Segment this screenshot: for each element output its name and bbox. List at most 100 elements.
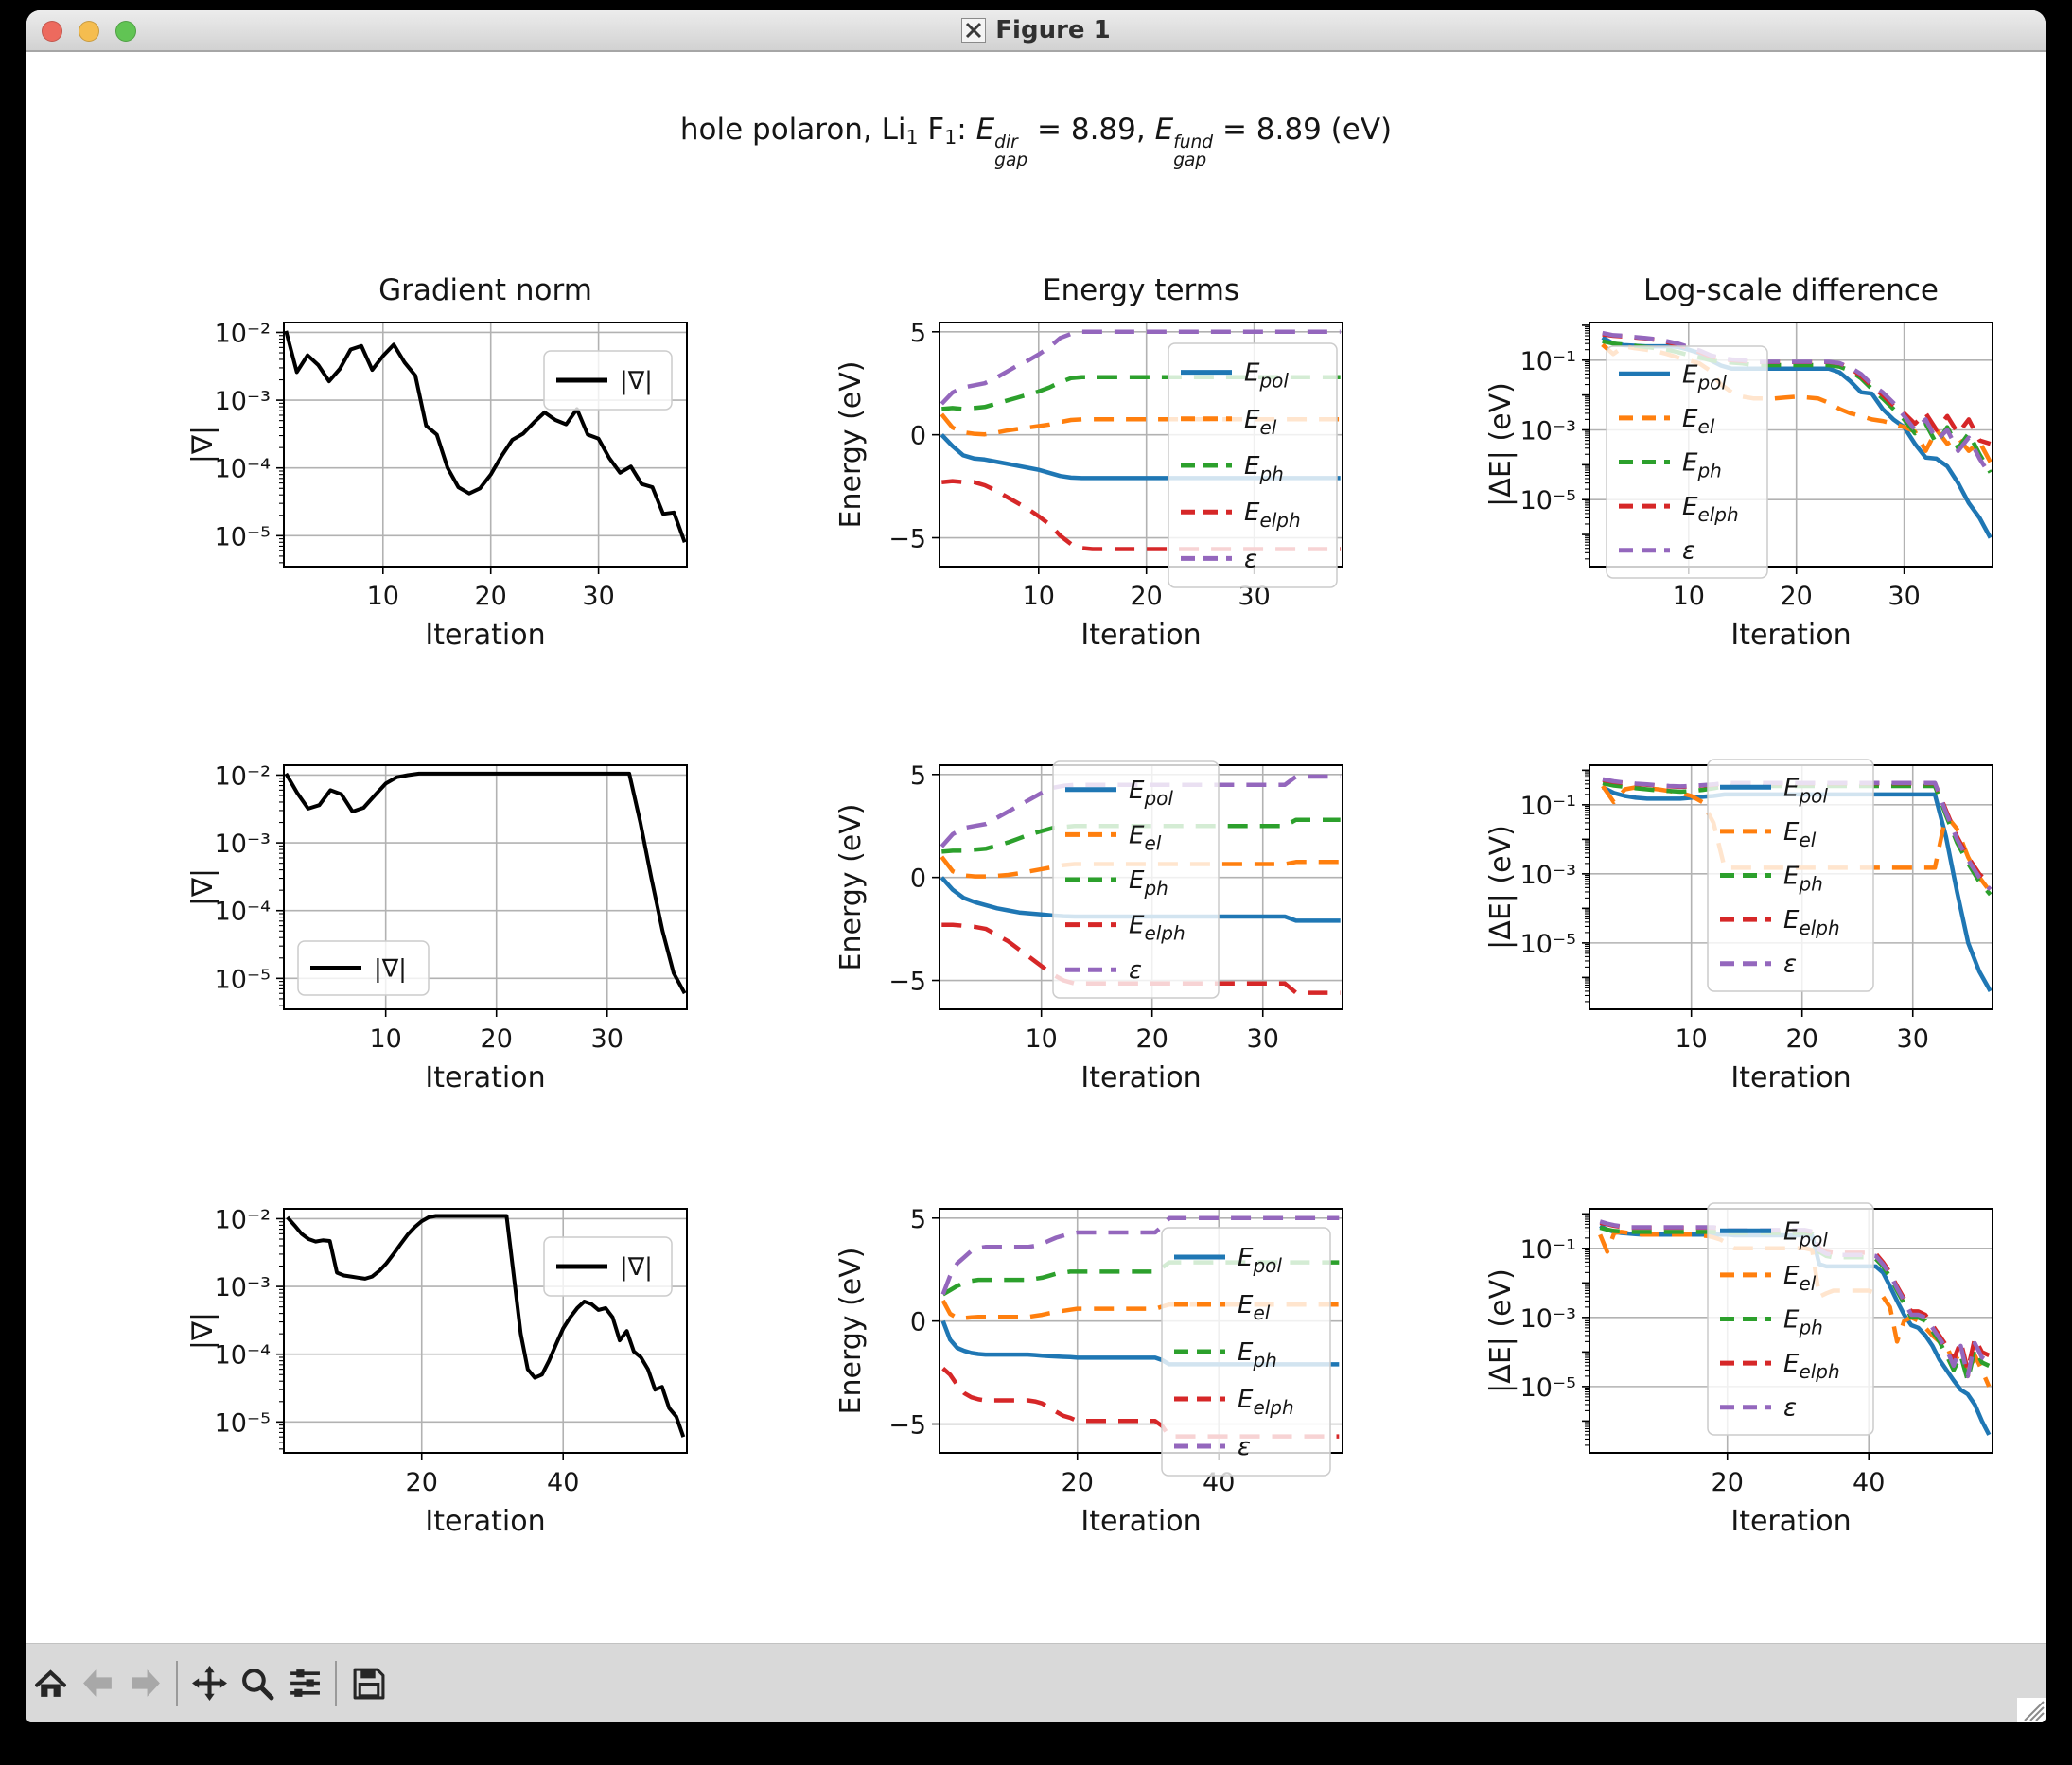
legend-label: ε — [1129, 956, 1142, 985]
y-axis-label: |∇| — [186, 868, 219, 906]
forward-button[interactable] — [121, 1651, 168, 1717]
legend-label: Epol — [1129, 777, 1173, 810]
legend-label: Eph — [1682, 449, 1722, 482]
y-tick-label: 10⁻² — [215, 319, 271, 348]
axes-frame — [283, 1208, 688, 1454]
back-button[interactable] — [74, 1651, 121, 1717]
suptitle-segment: hole polaron, Li — [679, 113, 906, 147]
chart-energy-terms-run2: 10 20 30 5 0 −5 Iteration Energy (eV) Epol Eel Eph… — [834, 760, 1343, 1094]
y-tick-label: 10⁻⁵ — [215, 1408, 271, 1438]
zoom-window-button[interactable] — [115, 21, 136, 42]
y-axis-label: |ΔE| (eV) — [1485, 825, 1518, 950]
legend-label: ε — [1682, 537, 1695, 566]
x-tick-label: 20 — [1136, 1024, 1168, 1054]
x-tick-label: 20 — [1786, 1024, 1818, 1054]
axes-frame — [1589, 322, 1993, 568]
home-button[interactable] — [26, 1651, 74, 1717]
legend: Epol Eel Eph Eelph ε — [1707, 759, 1874, 992]
legend: Epol Eel Eph Eelph ε — [1161, 1227, 1331, 1477]
legend-label: |∇| — [374, 955, 407, 984]
suptitle-segment: = 8.89, — [1027, 113, 1155, 147]
y-axis-label: Energy (eV) — [835, 1248, 868, 1415]
x-tick-label: 20 — [481, 1024, 513, 1054]
subplot-log-scale-difference-run2: 10 20 30 10⁻¹ 10⁻³ 10⁻⁵ Iteration |ΔE| (eV) Epol… — [1484, 699, 2046, 1144]
x-tick-label: 30 — [1888, 582, 1920, 611]
zoom-button[interactable] — [233, 1651, 280, 1717]
suptitle-segment: F — [918, 113, 945, 147]
axes-frame — [939, 1208, 1343, 1454]
titlebar-content: Figure 1 — [26, 10, 2046, 50]
legend-label: Eph — [1244, 452, 1284, 485]
x-tick-label: 20 — [1712, 1468, 1744, 1497]
y-tick-label: 10⁻⁵ — [215, 965, 271, 994]
legend-label: Eel — [1783, 1262, 1817, 1295]
sliders-icon — [290, 1669, 320, 1697]
y-tick-label: 10⁻³ — [215, 1273, 271, 1302]
subplot-log-scale-difference-run1: 10 20 30 10⁻¹ 10⁻³ 10⁻⁵ Log-scale difference It… — [1484, 256, 2046, 701]
suptitle-supsub: fund gap — [1173, 132, 1214, 171]
y-tick-label: 10⁻⁴ — [215, 1341, 271, 1371]
suptitle-supsub: dir gap — [994, 132, 1028, 171]
y-tick-label: 10⁻⁴ — [215, 455, 271, 484]
y-tick-label: 10⁻¹ — [1520, 792, 1576, 821]
x-tick-label: 20 — [475, 582, 507, 611]
legend-label: Eph — [1783, 863, 1823, 896]
y-tick-label: 5 — [910, 761, 926, 791]
toolbar-separator — [335, 1660, 337, 1706]
suptitle-segment: E — [1154, 113, 1174, 147]
x-axis-label: Iteration — [425, 1505, 545, 1538]
legend-label: Eel — [1238, 1291, 1271, 1324]
suptitle-segment: 1 — [905, 126, 919, 149]
x-axis-label: Iteration — [1080, 619, 1201, 652]
legend-label: ε — [1783, 951, 1797, 979]
x-axis-label: Iteration — [1080, 1061, 1201, 1094]
subplot-log-scale-difference-run3: 20 40 10⁻¹ 10⁻³ 10⁻⁵ Iteration |ΔE| (eV) Epol Ee… — [1484, 1143, 2046, 1587]
x-tick-label: 30 — [591, 1024, 623, 1054]
legend-box — [543, 1236, 673, 1297]
legend: Epol Eel Eph Eelph ε — [1606, 345, 1768, 579]
legend-box — [1161, 1227, 1331, 1477]
save-button[interactable] — [344, 1651, 392, 1717]
subplot-gradient-norm-run3: 20 40 10⁻² 10⁻³ 10⁻⁴ 10⁻⁵ Iteration |∇| |∇| — [180, 1143, 842, 1587]
subplot-gradient-norm-run2: 10 20 30 10⁻² 10⁻³ 10⁻⁴ 10⁻⁵ Iteration |∇| |∇| — [180, 699, 842, 1144]
legend-box — [297, 940, 430, 996]
legend-box — [1606, 345, 1768, 579]
x-tick-label: 30 — [582, 582, 614, 611]
y-tick-label: 10⁻⁴ — [215, 898, 271, 927]
arrow-left-icon — [82, 1669, 112, 1697]
legend-label: Eelph — [1238, 1386, 1294, 1419]
legend-label: Eelph — [1244, 498, 1301, 532]
x-axis-label: Iteration — [1730, 1061, 1851, 1094]
series-line- — [284, 330, 687, 543]
x-axis-label: Iteration — [1730, 1505, 1851, 1538]
home-icon — [34, 1669, 66, 1697]
x-axis-label: Iteration — [425, 1061, 545, 1094]
chart-title: Gradient norm — [378, 273, 592, 307]
resize-grip[interactable] — [2017, 1698, 2046, 1722]
legend-label: Epol — [1783, 1217, 1828, 1250]
legend-label: |∇| — [620, 367, 653, 395]
suptitle-segment: E — [975, 113, 995, 147]
window-titlebar: Figure 1 — [26, 10, 2046, 52]
chart-gradient-norm-run2: 10 20 30 10⁻² 10⁻³ 10⁻⁴ 10⁻⁵ Iteration |∇| |∇| — [186, 761, 688, 1094]
x-tick-label: 30 — [1247, 1024, 1279, 1054]
y-tick-label: 5 — [910, 1205, 926, 1234]
minimize-button[interactable] — [79, 21, 99, 42]
y-tick-label: 10⁻² — [215, 761, 271, 791]
series-line- — [940, 1215, 1340, 1296]
suptitle-segment: 1 — [944, 126, 957, 149]
y-tick-label: 10⁻³ — [1520, 861, 1576, 890]
chart-log-scale-difference-run3: 20 40 10⁻¹ 10⁻³ 10⁻⁵ Iteration |ΔE| (eV) Epol Ee… — [1484, 1202, 1993, 1538]
x-axis-label: Iteration — [425, 619, 545, 652]
chart-gradient-norm-run1: 10 20 30 10⁻² 10⁻³ 10⁻⁴ 10⁻⁵ Gradient norm Itera… — [186, 273, 688, 652]
x-tick-label: 20 — [406, 1468, 438, 1497]
y-tick-label: 0 — [910, 1308, 926, 1337]
suptitle-segment: = 8.89 (eV) — [1213, 113, 1393, 147]
chart-log-scale-difference-run1: 10 20 30 10⁻¹ 10⁻³ 10⁻⁵ Log-scale difference It… — [1484, 273, 1993, 652]
configure-subplots-button[interactable] — [280, 1651, 327, 1717]
pan-button[interactable] — [185, 1651, 233, 1717]
close-button[interactable] — [42, 21, 62, 42]
y-axis-label: Energy (eV) — [835, 804, 868, 971]
